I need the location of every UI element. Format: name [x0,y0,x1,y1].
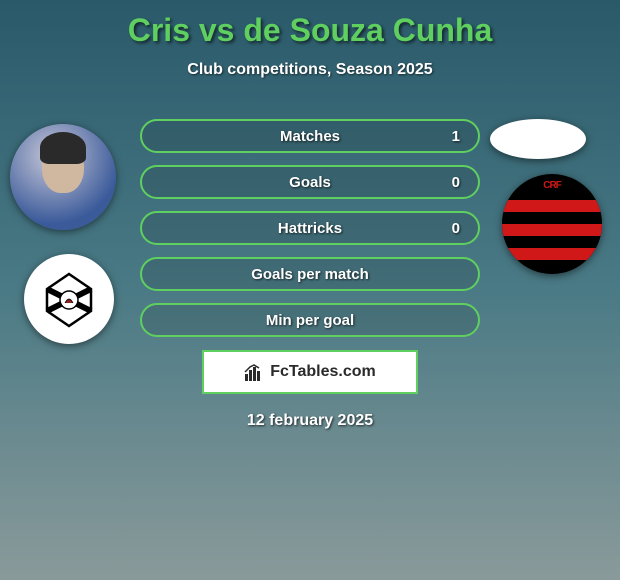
player-left-club-badge [24,254,114,344]
player-right-avatar-placeholder [490,119,586,159]
stat-label: Min per goal [266,312,354,329]
stat-bar-goals-per-match: Goals per match [140,257,480,291]
subtitle: Club competitions, Season 2025 [0,61,620,79]
stat-bar-min-per-goal: Min per goal [140,303,480,337]
stat-label: Goals [289,174,331,191]
flamengo-monogram-icon: CRF [543,180,561,191]
stat-bar-matches: Matches 1 [140,119,480,153]
watermark-logo: FcTables.com [202,350,418,394]
stat-bar-goals: Goals 0 [140,165,480,199]
vasco-crest-icon [39,269,99,329]
player-left-avatar [10,124,116,230]
stats-bars: Matches 1 Goals 0 Hattricks 0 Goals per … [140,119,480,349]
stat-bar-hattricks: Hattricks 0 [140,211,480,245]
stat-label: Matches [280,128,340,145]
bar-chart-icon [244,362,264,382]
stat-label: Goals per match [251,266,369,283]
player-right-club-badge: CRF [502,174,602,274]
watermark-text: FcTables.com [270,363,376,381]
page-title: Cris vs de Souza Cunha [0,0,620,49]
stat-label: Hattricks [278,220,342,237]
comparison-panel: CRF Matches 1 Goals 0 Hattricks 0 Goals … [0,114,620,454]
stat-value: 0 [452,220,460,237]
stat-value: 1 [452,128,460,145]
date-label: 12 february 2025 [0,412,620,430]
stat-value: 0 [452,174,460,191]
